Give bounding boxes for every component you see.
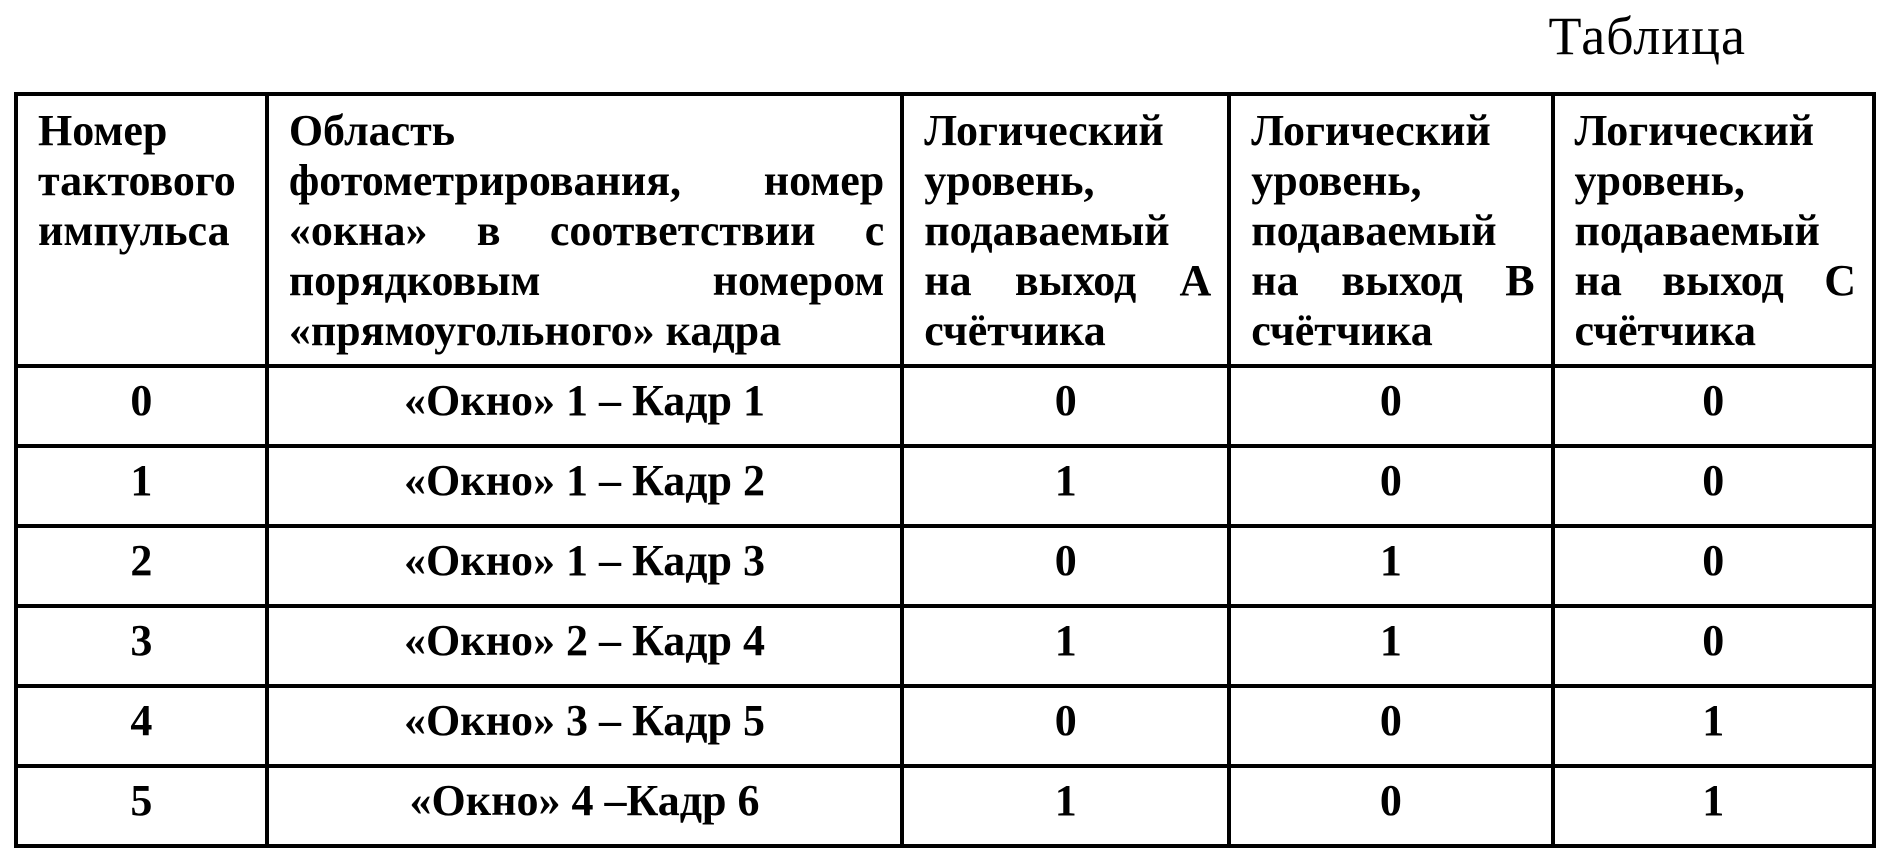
header-line: подаваемый (1574, 206, 1820, 255)
table-row: 4 «Окно» 3 – Кадр 5 0 0 1 (14, 684, 1877, 768)
cell-level-c: 1 (1550, 684, 1877, 768)
cell-level-c: 0 (1550, 444, 1877, 528)
header-line: на выход В (1251, 256, 1535, 305)
table-row: 1 «Окно» 1 – Кадр 2 1 0 0 (14, 444, 1877, 528)
cell-level-b: 0 (1227, 764, 1555, 848)
cell-pulse-number: 4 (14, 684, 269, 768)
cell-level-b: 0 (1227, 364, 1555, 448)
header-line: импульса (38, 206, 230, 255)
cell-photometry-area: «Окно» 1 – Кадр 1 (264, 364, 905, 448)
table-row: 3 «Окно» 2 – Кадр 4 1 1 0 (14, 604, 1877, 688)
table-row: 5 «Окно» 4 –Кадр 6 1 0 1 (14, 764, 1877, 848)
cell-level-b: 0 (1227, 444, 1555, 528)
header-line: «прямоугольного» кадра (288, 306, 782, 355)
cell-pulse-number: 2 (14, 524, 269, 608)
cell-level-c: 0 (1550, 604, 1877, 688)
cell-level-a: 1 (900, 444, 1232, 528)
header-line: подаваемый (1251, 206, 1497, 255)
cell-level-a: 0 (900, 684, 1232, 768)
clock-pulse-logic-table: Номер тактового импульса Область фотометрир… (14, 92, 1877, 848)
header-line: «окна» в соответствии с (288, 206, 885, 255)
table-caption: Таблица (1548, 6, 1746, 66)
cell-level-a: 1 (900, 604, 1232, 688)
header-line: уровень, (1574, 156, 1745, 205)
header-row: Номер тактового импульса Область фотометрир… (14, 92, 1877, 368)
header-line: подаваемый (924, 206, 1170, 255)
cell-level-c: 0 (1550, 524, 1877, 608)
column-header-photometry-area: Область фотометрирования, номер «окна» в с… (264, 92, 905, 368)
cell-photometry-area: «Окно» 3 – Кадр 5 (264, 684, 905, 768)
header-line: тактового (38, 156, 236, 205)
header-line: на выход А (924, 256, 1212, 305)
cell-level-a: 1 (900, 764, 1232, 848)
header-line: Номер (38, 106, 168, 155)
cell-photometry-area: «Окно» 4 –Кадр 6 (264, 764, 905, 848)
header-line: Область (288, 106, 456, 155)
table-row: 0 «Окно» 1 – Кадр 1 0 0 0 (14, 364, 1877, 448)
header-line: на выход С (1574, 256, 1856, 305)
header-line: Логический (924, 106, 1164, 155)
column-header-pulse-number: Номер тактового импульса (14, 92, 269, 368)
cell-pulse-number: 1 (14, 444, 269, 528)
cell-pulse-number: 5 (14, 764, 269, 848)
cell-level-c: 1 (1550, 764, 1877, 848)
cell-level-a: 0 (900, 364, 1232, 448)
header-line: уровень, (924, 156, 1095, 205)
header-line: счётчика (924, 306, 1106, 355)
header-line: порядковым номером (288, 256, 885, 305)
header-line: счётчика (1251, 306, 1433, 355)
header-line: уровень, (1251, 156, 1422, 205)
header-line: Логический (1574, 106, 1815, 155)
cell-photometry-area: «Окно» 2 – Кадр 4 (264, 604, 905, 688)
cell-level-b: 1 (1227, 604, 1555, 688)
cell-level-b: 1 (1227, 524, 1555, 608)
cell-level-b: 0 (1227, 684, 1555, 768)
header-line: фотометрирования, номер (288, 156, 885, 205)
header-line: Логический (1251, 106, 1491, 155)
cell-pulse-number: 3 (14, 604, 269, 688)
cell-photometry-area: «Окно» 1 – Кадр 2 (264, 444, 905, 528)
header-line: счётчика (1574, 306, 1757, 355)
cell-photometry-area: «Окно» 1 – Кадр 3 (264, 524, 905, 608)
cell-pulse-number: 0 (14, 364, 269, 448)
cell-level-a: 0 (900, 524, 1232, 608)
table-row: 2 «Окно» 1 – Кадр 3 0 1 0 (14, 524, 1877, 608)
cell-level-c: 0 (1550, 364, 1877, 448)
